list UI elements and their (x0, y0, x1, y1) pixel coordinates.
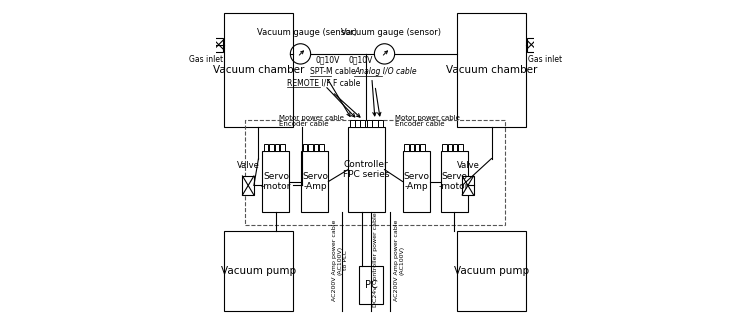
Bar (274, 144, 279, 151)
Text: Motor power cable: Motor power cable (279, 115, 344, 121)
Bar (403, 151, 430, 212)
Text: DC24v Controller power cable: DC24v Controller power cable (374, 213, 379, 307)
Text: Motor power cable: Motor power cable (395, 115, 460, 121)
Bar (224, 13, 292, 127)
Text: Vacuum gauge (sensor): Vacuum gauge (sensor) (340, 28, 441, 37)
Bar (314, 144, 318, 151)
Bar (308, 144, 313, 151)
Bar (280, 144, 285, 151)
Text: Gas inlet: Gas inlet (189, 55, 223, 64)
Text: Servo
-motor: Servo -motor (439, 172, 470, 191)
Bar (269, 144, 274, 151)
Text: Controller
FPC series: Controller FPC series (343, 160, 389, 179)
Bar (442, 144, 447, 151)
Text: Encoder cable: Encoder cable (395, 122, 445, 127)
Bar (245, 120, 505, 225)
Bar (303, 144, 307, 151)
Bar (462, 176, 473, 195)
Bar (415, 144, 419, 151)
Text: 0～10V: 0～10V (315, 56, 340, 65)
Text: Encoder cable: Encoder cable (279, 122, 328, 127)
Text: Gas inlet: Gas inlet (528, 55, 562, 64)
Text: REMOTE I/F F cable: REMOTE I/F F cable (286, 78, 360, 87)
Text: Vacuum chamber: Vacuum chamber (446, 65, 537, 75)
Bar (453, 144, 458, 151)
Text: Vacuum pump: Vacuum pump (454, 266, 529, 276)
Bar (348, 127, 385, 212)
Bar (264, 144, 268, 151)
Bar (458, 231, 526, 311)
Bar (355, 120, 360, 127)
Text: 0～10V: 0～10V (349, 56, 373, 65)
Bar (359, 266, 383, 304)
Bar (458, 144, 463, 151)
Text: Valve: Valve (457, 161, 479, 170)
Text: PC: PC (364, 280, 377, 290)
Bar (373, 120, 377, 127)
Bar (224, 231, 292, 311)
Bar (242, 176, 254, 195)
Bar (420, 144, 424, 151)
Text: Servo
-Amp: Servo -Amp (403, 172, 429, 191)
Bar (214, 38, 223, 52)
Bar (404, 144, 409, 151)
Text: Servo
-Amp: Servo -Amp (302, 172, 328, 191)
Text: Valve: Valve (237, 161, 260, 170)
Bar (350, 120, 355, 127)
Bar (262, 151, 290, 212)
Text: Vacuum pump: Vacuum pump (221, 266, 296, 276)
Text: SPT-M cable: SPT-M cable (310, 67, 356, 76)
Bar (320, 144, 324, 151)
Bar (302, 151, 328, 212)
Bar (410, 144, 414, 151)
Text: AC200V Amp power cable
(AC100V): AC200V Amp power cable (AC100V) (394, 219, 404, 301)
Bar (448, 144, 452, 151)
Bar (526, 38, 536, 52)
Bar (378, 120, 383, 127)
Text: Vacuum gauge (sensor): Vacuum gauge (sensor) (256, 28, 357, 37)
Text: AC200V Amp power cable
(AC100V)
to PLC: AC200V Amp power cable (AC100V) to PLC (332, 219, 348, 301)
Bar (367, 120, 372, 127)
Bar (458, 13, 526, 127)
Text: Vacuum chamber: Vacuum chamber (213, 65, 304, 75)
Text: Servo
-motor: Servo -motor (261, 172, 291, 191)
Text: Analog I/O cable: Analog I/O cable (355, 67, 417, 76)
Bar (361, 120, 365, 127)
Bar (441, 151, 467, 212)
